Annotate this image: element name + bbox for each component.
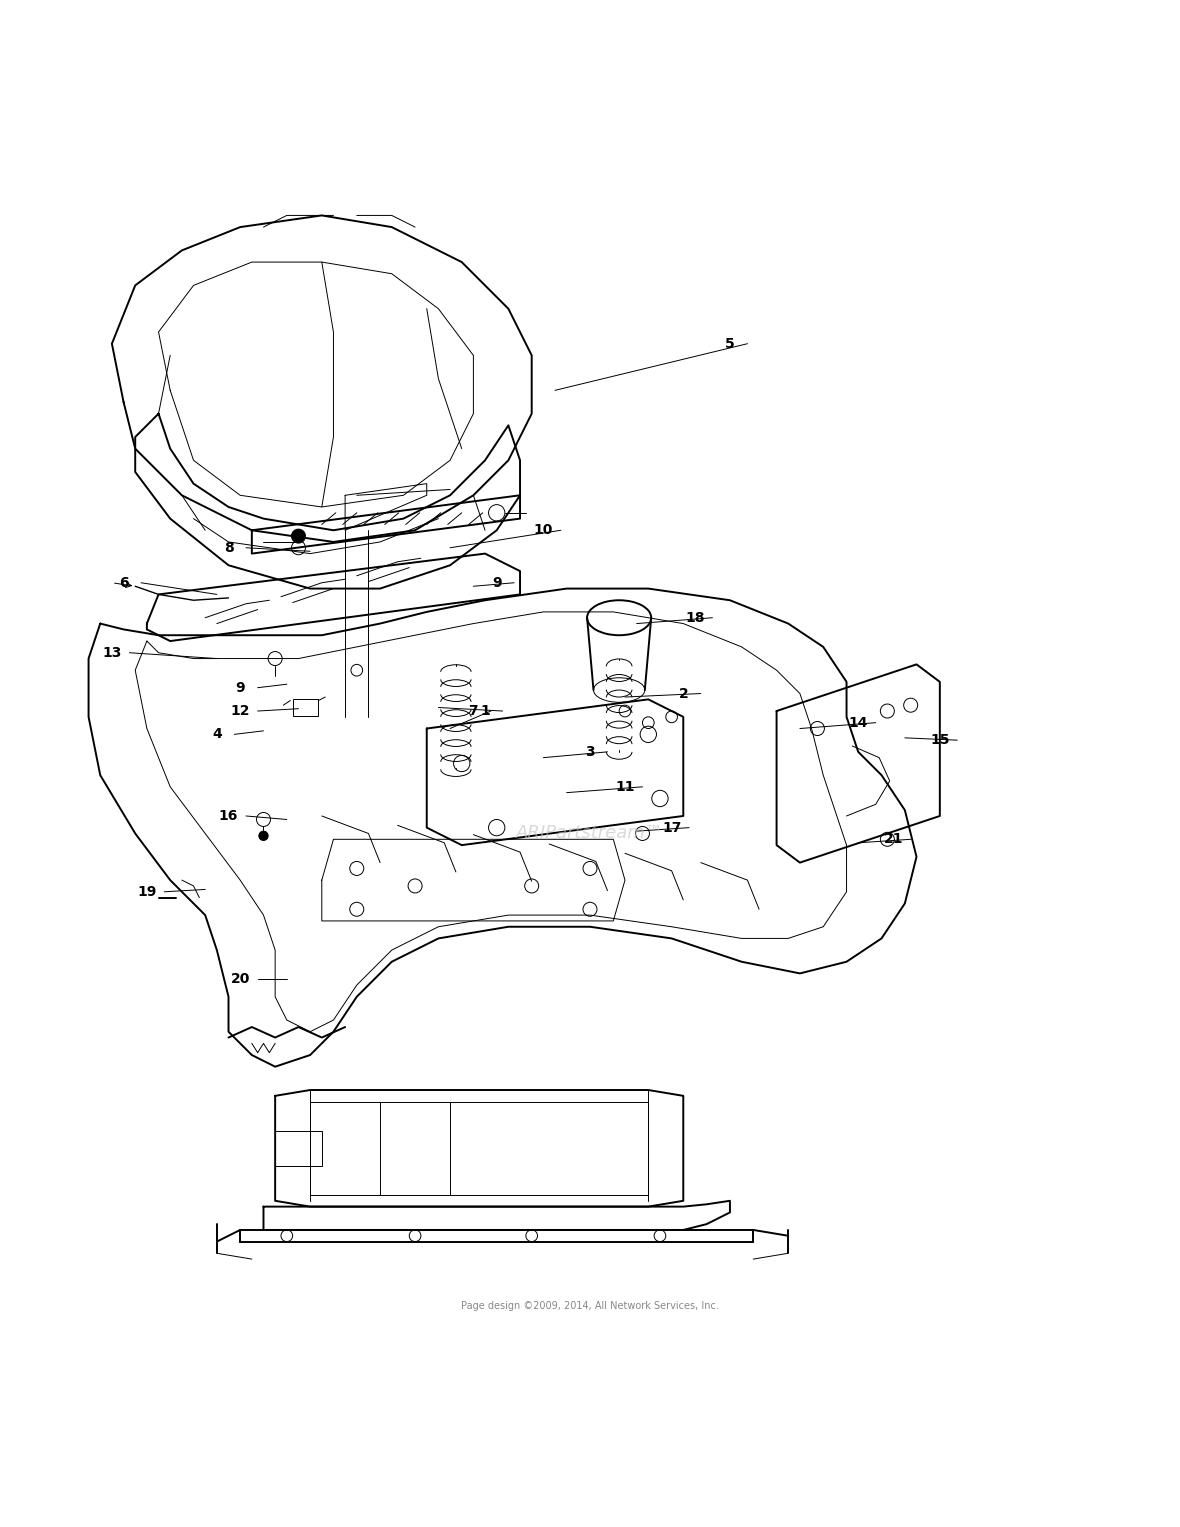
Text: 10: 10 [533,524,553,538]
Text: 16: 16 [218,809,238,823]
Text: 11: 11 [615,780,635,794]
Text: Page design ©2009, 2014, All Network Services, Inc.: Page design ©2009, 2014, All Network Ser… [461,1301,719,1310]
Text: ARIPartstream™: ARIPartstream™ [516,825,664,843]
Text: 7: 7 [468,704,478,718]
Text: 8: 8 [224,541,234,554]
Circle shape [258,831,268,840]
Text: 6: 6 [119,576,129,589]
Text: 20: 20 [230,973,250,986]
Text: 5: 5 [725,336,735,351]
Text: 13: 13 [103,646,122,660]
Text: 18: 18 [686,611,704,625]
Text: 21: 21 [884,832,903,846]
Text: 4: 4 [212,727,222,741]
Text: 17: 17 [662,820,681,835]
Text: 3: 3 [585,745,595,759]
Text: 15: 15 [930,733,950,747]
Circle shape [291,530,306,544]
Text: 1: 1 [480,704,490,718]
Text: 19: 19 [137,884,157,899]
Text: 14: 14 [848,716,868,730]
Text: 12: 12 [230,704,250,718]
Text: 9: 9 [492,576,502,589]
Text: 9: 9 [235,681,245,695]
Text: 2: 2 [678,687,688,701]
